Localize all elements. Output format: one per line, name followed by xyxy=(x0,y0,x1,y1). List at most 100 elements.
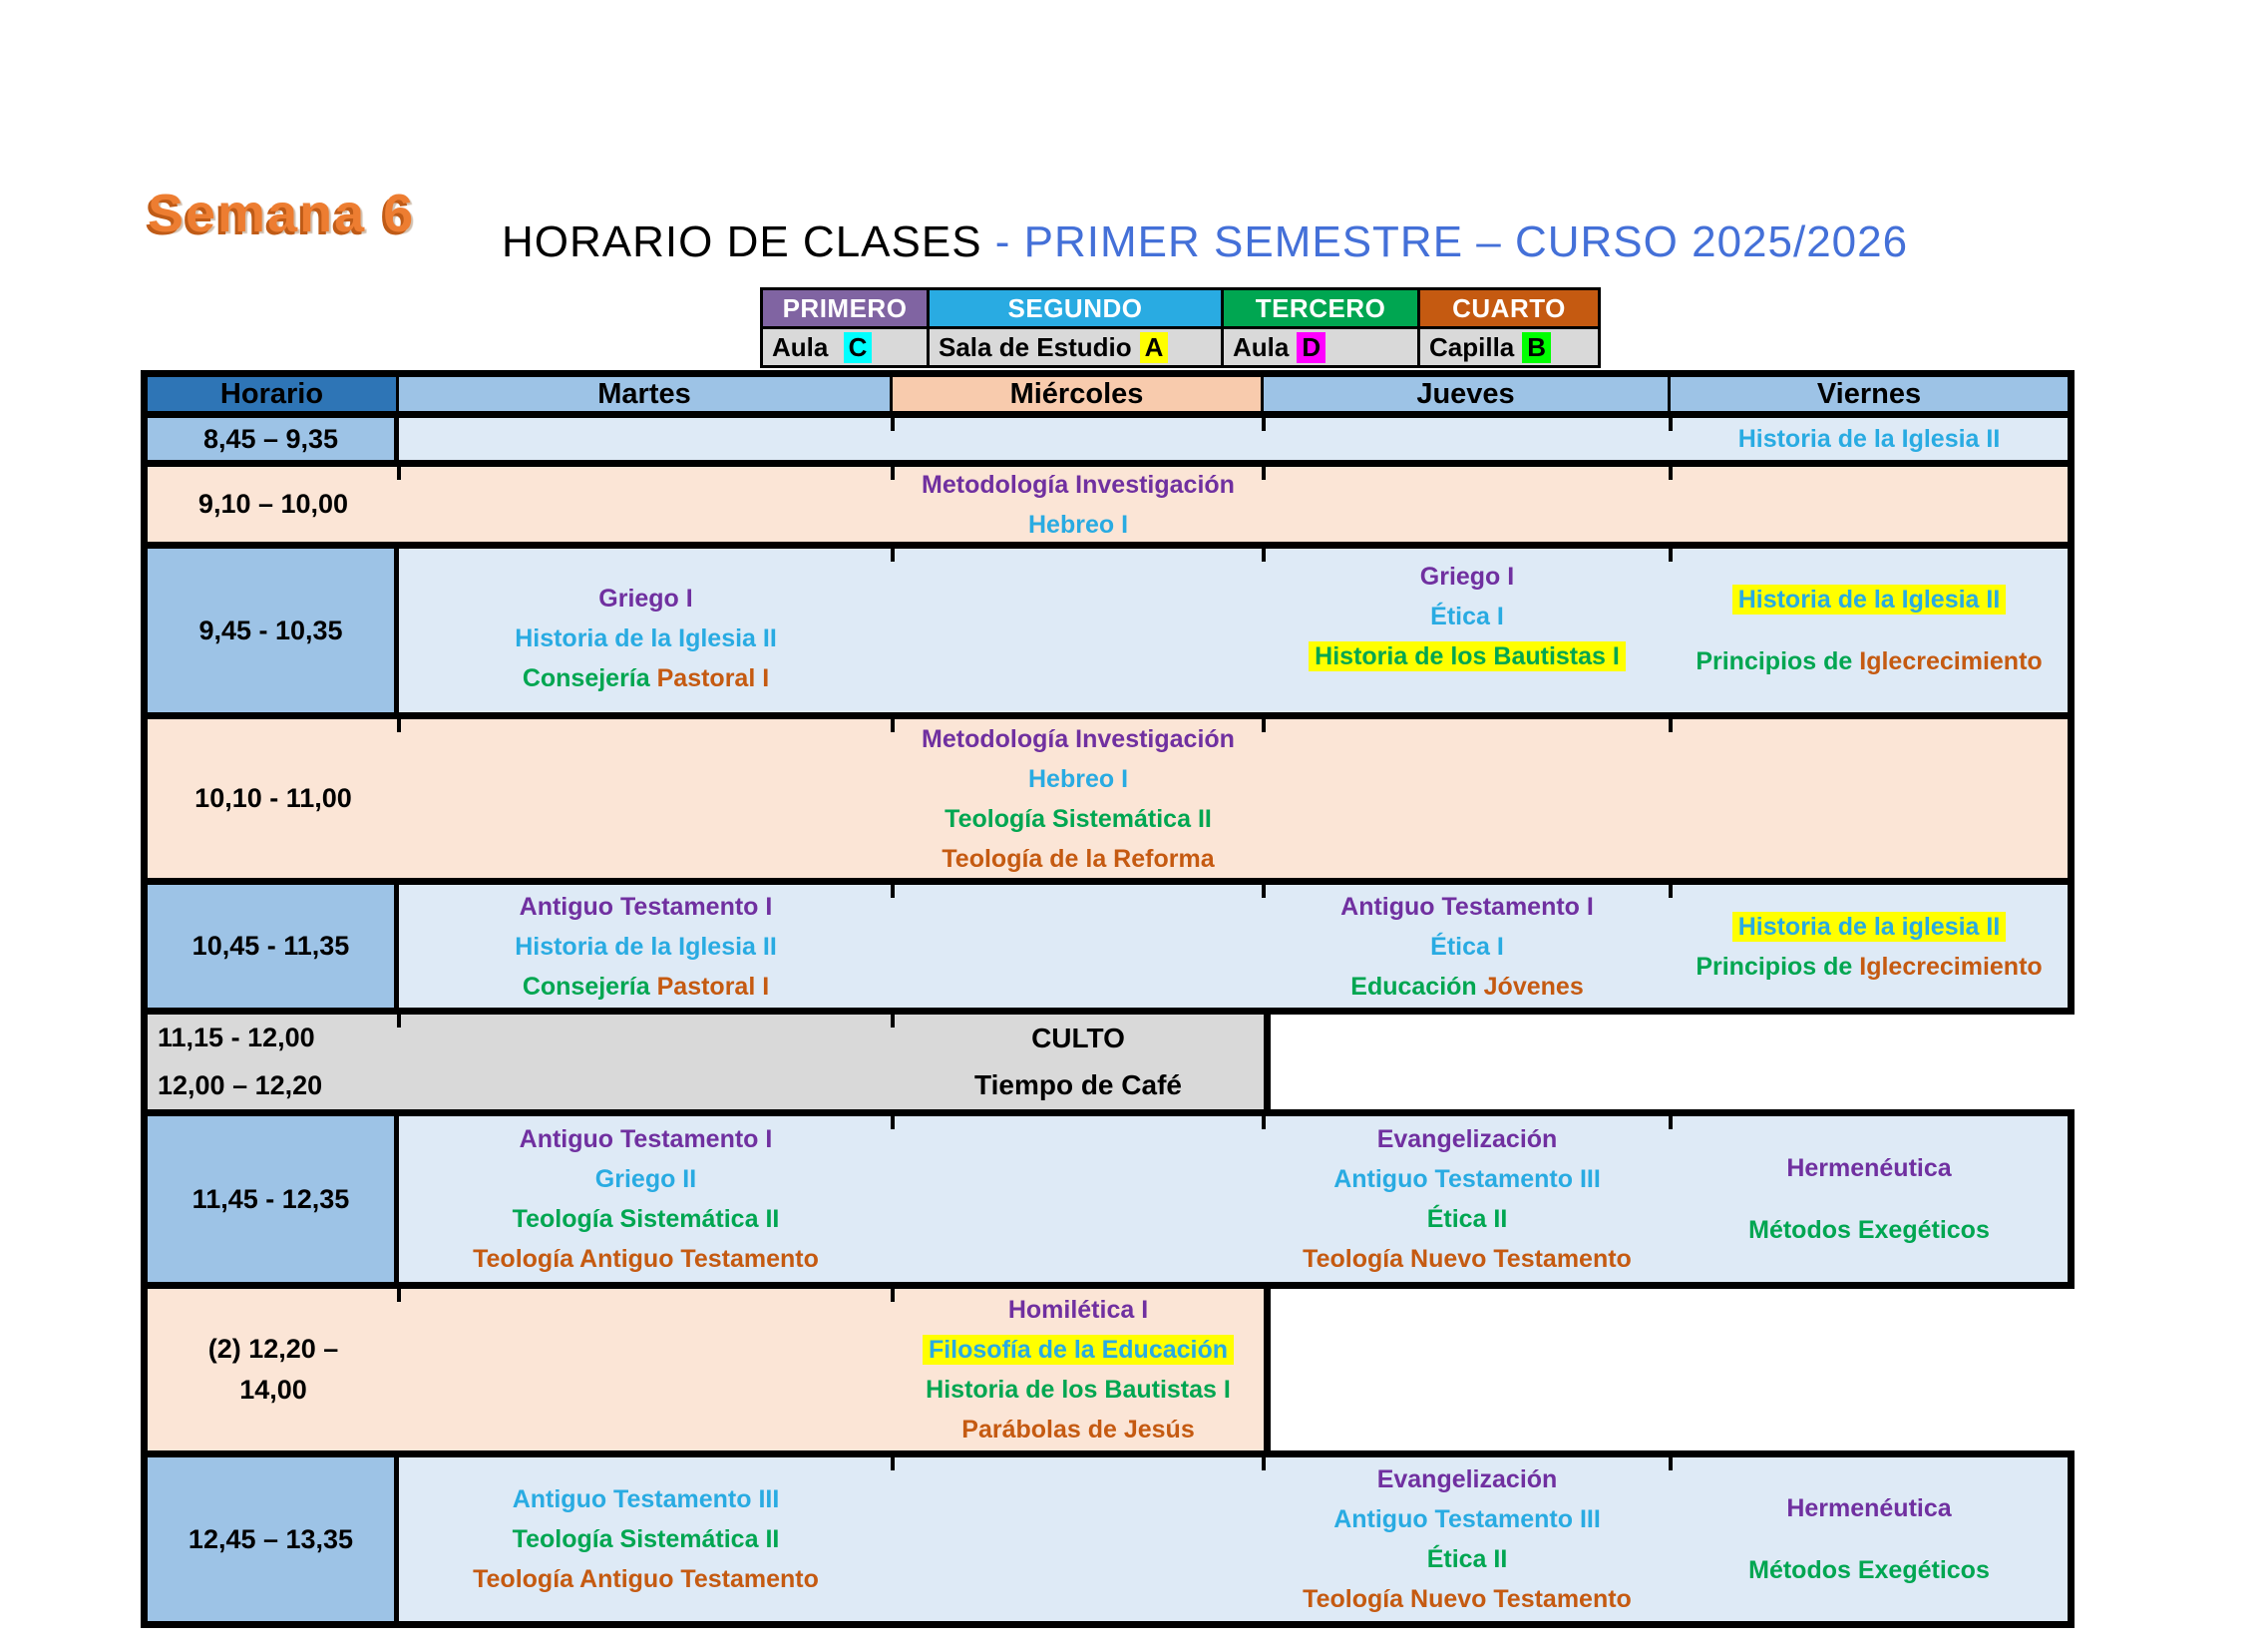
class-entry-text: Consejería xyxy=(522,972,657,1001)
column-divider-tick xyxy=(1262,885,1266,898)
class-entry-text: Antiguo Testamento I xyxy=(519,892,773,921)
class-entry-text: Ética I xyxy=(1430,603,1504,630)
day-cell-viernes: Hermenéutica Métodos Exegéticos xyxy=(1671,1457,2068,1621)
class-entry-text: Iglecrecimiento xyxy=(1859,952,2043,981)
class-entry-text: Hebreo I xyxy=(1027,764,1129,793)
column-divider-tick xyxy=(1669,719,1673,732)
class-entry: Métodos Exegéticos xyxy=(1748,1556,1990,1584)
column-divider-tick xyxy=(1669,885,1673,898)
class-entry-text: Teología Antiguo Testamento xyxy=(473,1245,819,1273)
column-divider-tick xyxy=(1669,549,1673,562)
class-entry: Parábolas de Jesús xyxy=(961,1416,1194,1444)
day-cell-miercoles xyxy=(893,418,1264,460)
class-entry-text: Historia de la Iglesia II xyxy=(515,932,777,961)
column-divider-tick xyxy=(891,418,895,431)
class-entry: Principios de Iglecrecimiento xyxy=(1696,647,2042,675)
col-header-jueves: Jueves xyxy=(1264,377,1671,411)
class-entry-text: Teología Sistemática II xyxy=(512,1205,780,1233)
schedule-row-1: 8,45 – 9,35 Historia de la Iglesia II xyxy=(141,411,2075,460)
class-entry-text: Antiguo Testamento I xyxy=(1340,892,1594,921)
afternoon-block: (2) 12,20 – 14,00 Homilética I Filosofía de… xyxy=(141,1289,1271,1450)
day-cell-miercoles: Metodología Investigación Hebreo I Teologí… xyxy=(893,719,1264,878)
time-cell: 10,10 - 11,00 xyxy=(148,719,399,878)
schedule-row-2: 9,10 – 10,00 Metodología Investigación Heb… xyxy=(141,460,2075,542)
class-entry: Metodología Investigación xyxy=(922,471,1235,499)
class-entry: Hebreo I xyxy=(1028,511,1128,539)
legend-course-tercero: TERCERO xyxy=(1224,290,1417,326)
column-divider-tick xyxy=(1262,1116,1266,1129)
day-cell-martes: Antiguo Testamento III Teología Sistemáti… xyxy=(399,1457,893,1621)
legend-course-cuarto: CUARTO xyxy=(1420,290,1598,326)
day-cell-jueves xyxy=(1264,418,1671,460)
legend-course-primero: PRIMERO xyxy=(763,290,927,326)
schedule-row-7: 11,45 - 12,35 Antiguo Testamento I Griego … xyxy=(141,1109,2075,1282)
column-divider-tick xyxy=(891,1015,895,1028)
legend-room-segundo: Sala de Estudio A xyxy=(930,329,1221,365)
class-entry-text: Jóvenes xyxy=(1483,972,1584,1001)
class-entry: Historia de la Iglesia II xyxy=(515,933,777,961)
column-divider-tick xyxy=(891,467,895,480)
column-divider-tick xyxy=(891,719,895,732)
col-header-martes: Martes xyxy=(399,377,893,411)
class-entry: Historia de la Iglesia II xyxy=(515,624,777,652)
column-divider-tick xyxy=(891,1116,895,1129)
time-label: 11,45 - 12,35 xyxy=(191,1183,350,1214)
page-title-accent: - PRIMER SEMESTRE – CURSO 2025/2026 xyxy=(994,217,1909,266)
class-entry: Antiguo Testamento I xyxy=(1340,893,1594,921)
time-label: 10,45 - 11,35 xyxy=(191,931,350,961)
time-label: 9,45 - 10,35 xyxy=(198,615,343,645)
class-entry-text: Pastoral I xyxy=(656,664,770,692)
room-letter-highlight: A xyxy=(1139,331,1169,363)
class-entry-text: Griego I xyxy=(598,585,693,613)
day-cell-jueves: Griego I Ética I Historia de los Bautistas… xyxy=(1264,535,1671,698)
class-entry: Principios de Iglecrecimiento xyxy=(1696,953,2042,981)
day-cell-jueves: Evangelización Antiguo Testamento III Étic… xyxy=(1264,1457,1671,1621)
time-cell: 9,45 - 10,35 xyxy=(148,549,399,712)
culto-subrow: 11,15 - 12,00 CULTO xyxy=(148,1015,1264,1062)
class-entry-text: Evangelización xyxy=(1376,1465,1558,1493)
column-divider-tick xyxy=(1262,1457,1266,1470)
page-title: HORARIO DE CLASES - PRIMER SEMESTRE – CU… xyxy=(502,217,1908,267)
class-entry: Antiguo Testamento I xyxy=(520,1125,773,1153)
time-label: 11,15 - 12,00 xyxy=(158,1023,315,1053)
column-divider-tick xyxy=(1669,418,1673,431)
class-entry-text: Métodos Exegéticos xyxy=(1748,1556,1990,1584)
time-cell: 9,10 – 10,00 xyxy=(148,467,399,542)
class-entry: Griego I xyxy=(598,585,692,613)
time-label: 12,00 – 12,20 xyxy=(158,1069,323,1100)
day-cell-miercoles: Metodología Investigación Hebreo I xyxy=(893,467,1264,542)
time-label: 9,10 – 10,00 xyxy=(197,489,349,519)
class-entry: Antiguo Testamento III xyxy=(513,1485,780,1513)
class-entry-text: Antiguo Testamento III xyxy=(512,1485,780,1513)
class-entry-text: Evangelización xyxy=(1376,1125,1558,1153)
spacer xyxy=(399,1289,893,1450)
col-header-viernes: Viernes xyxy=(1671,377,2068,411)
schedule-row-5: 10,45 - 11,35 Antiguo Testamento I Histori… xyxy=(141,878,2075,1008)
class-entry: Teología Nuevo Testamento xyxy=(1303,1245,1632,1273)
class-entry: Hermenéutica xyxy=(1786,1154,1951,1182)
column-divider-tick xyxy=(1262,418,1266,431)
time-cell: 10,45 - 11,35 xyxy=(148,885,399,1008)
column-divider-tick xyxy=(1669,1116,1673,1129)
class-entry-text: Teología Nuevo Testamento xyxy=(1303,1245,1632,1273)
page-title-primary: HORARIO DE CLASES xyxy=(502,217,995,266)
week-label: Semana 6 xyxy=(148,184,416,243)
day-cell-jueves: Antiguo Testamento I Ética I Educación Jóv… xyxy=(1264,885,1671,1008)
class-entry: Metodología Investigación xyxy=(922,725,1235,753)
column-divider-tick xyxy=(891,549,895,562)
column-divider-tick xyxy=(1262,467,1266,480)
day-cell-martes: Griego I Historia de la Iglesia II Conseje… xyxy=(399,557,893,720)
time-label: (2) 12,20 – xyxy=(207,1334,339,1364)
class-entry-text: Consejería xyxy=(522,664,657,692)
day-cell-martes: Antiguo Testamento I Griego II Teología Si… xyxy=(399,1116,893,1282)
class-entry: Teología Nuevo Testamento xyxy=(1303,1585,1632,1613)
day-cell-miercoles xyxy=(893,1116,1264,1282)
class-entry: Historia de los Bautistas I xyxy=(926,1376,1231,1404)
class-entry-text: Metodología Investigación xyxy=(922,724,1235,753)
class-entry-text: Antiguo Testamento III xyxy=(1333,1505,1601,1533)
time-cell: 11,45 - 12,35 xyxy=(148,1116,399,1282)
class-entry: Teología de la Reforma xyxy=(942,845,1214,873)
class-entry-text: Ética II xyxy=(1426,1205,1508,1233)
class-entry: Consejería Pastoral I xyxy=(523,664,769,692)
